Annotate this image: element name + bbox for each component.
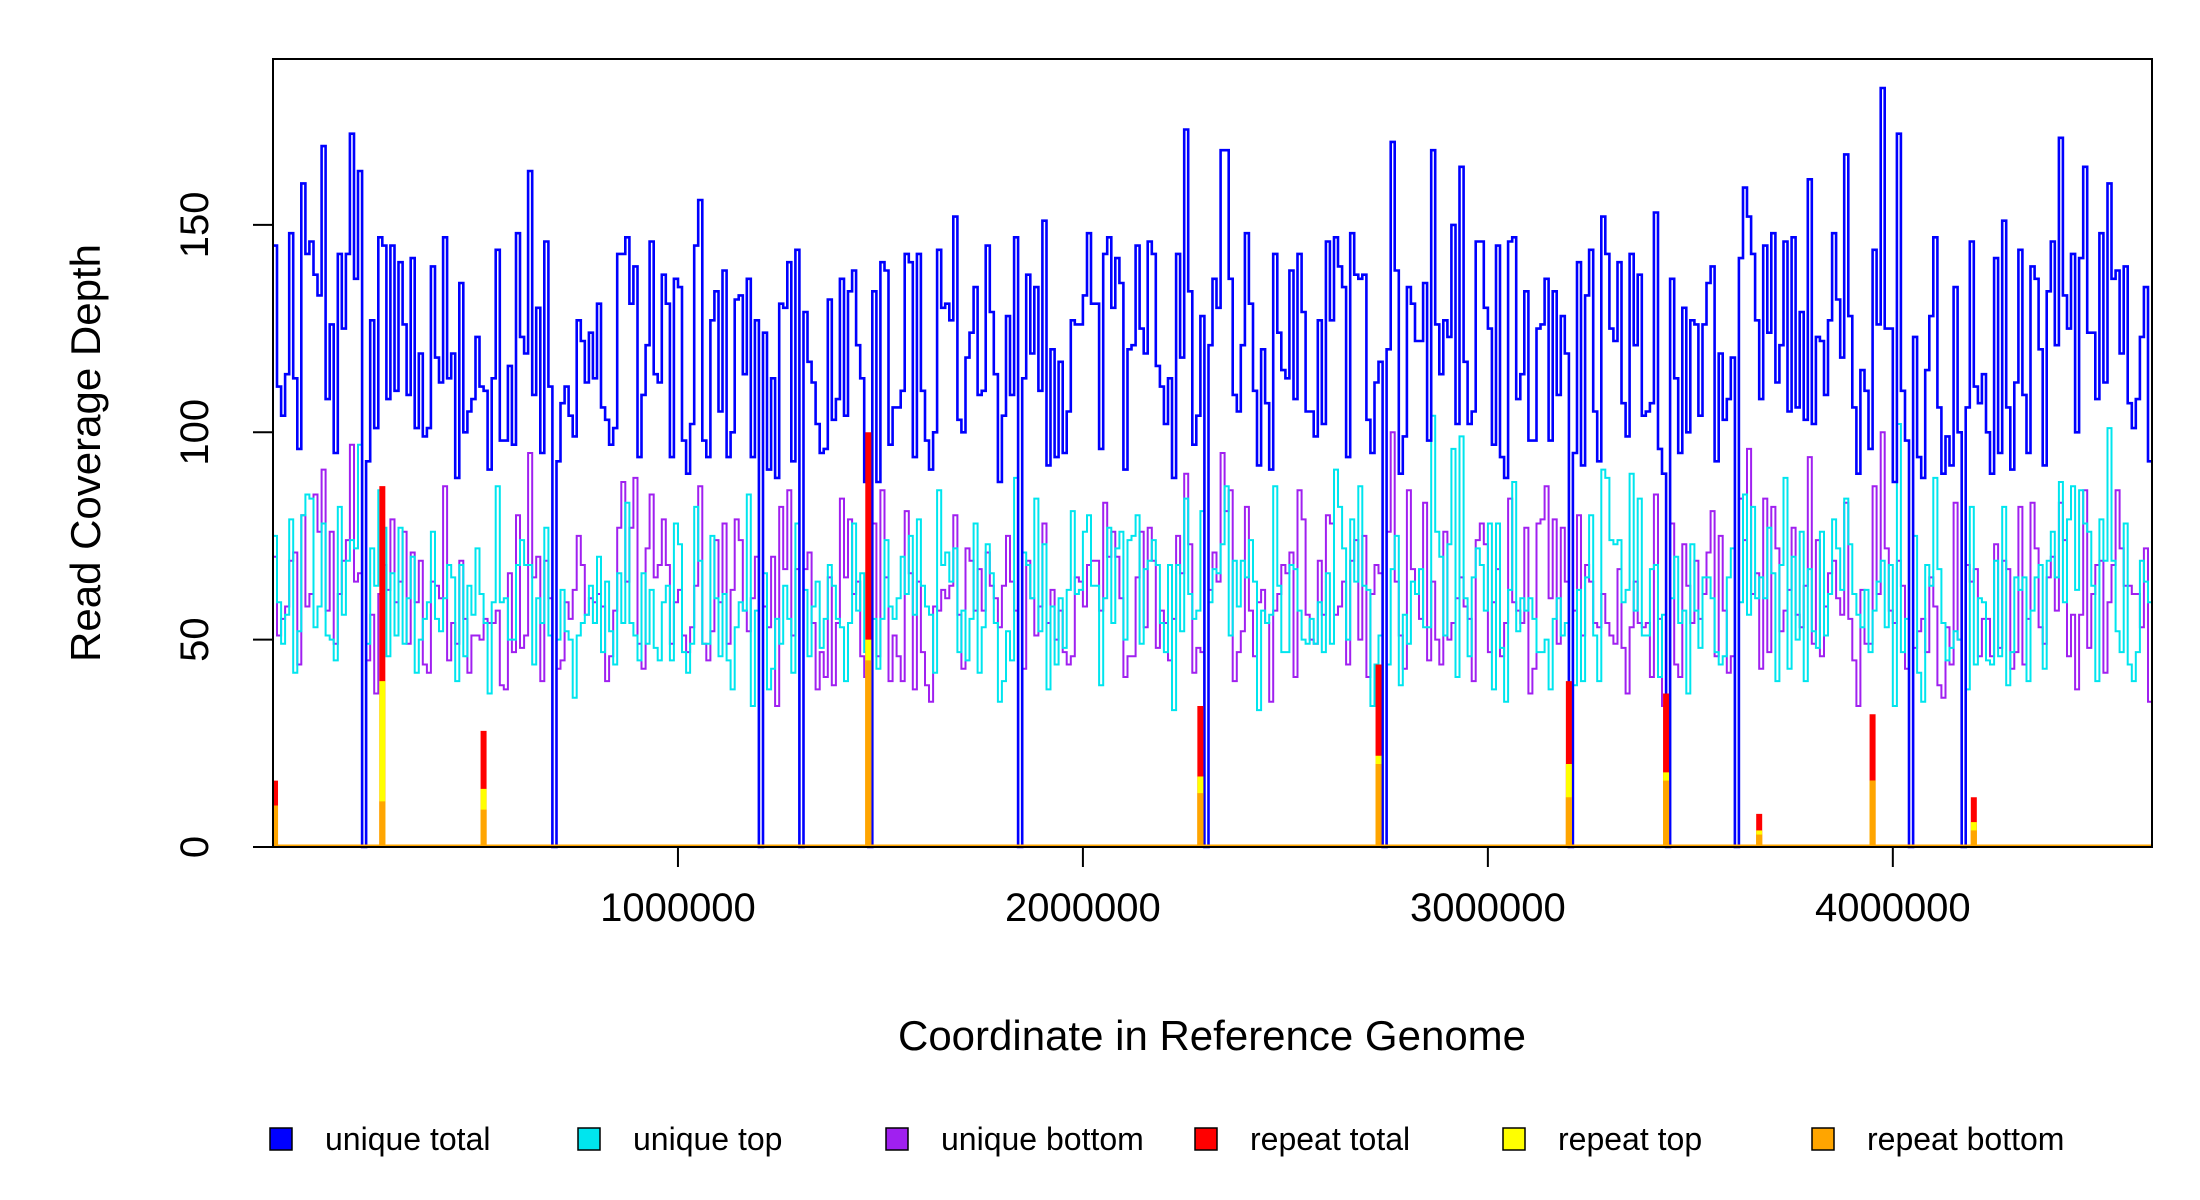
- y-tick-label: 50: [173, 617, 217, 662]
- legend-swatch: [1194, 1127, 1218, 1151]
- legend-swatch: [577, 1127, 601, 1151]
- y-tick-label: 150: [173, 192, 217, 259]
- legend-label: repeat bottom: [1867, 1121, 2064, 1157]
- x-tick-label: 1000000: [600, 886, 756, 930]
- legend-swatch: [885, 1127, 909, 1151]
- series-layer: [272, 86, 2152, 849]
- x-tick-label: 4000000: [1815, 886, 1971, 930]
- y-axis-title: Read Coverage Depth: [62, 244, 109, 662]
- x-tick-label: 3000000: [1410, 886, 1566, 930]
- x-axis: 1000000 2000000 3000000 4000000: [600, 847, 1971, 930]
- y-axis: 0 50 100 150: [173, 192, 274, 858]
- legend-entry-repeat-bottom: repeat bottom: [1811, 1121, 2064, 1157]
- series-line-unique-total: [273, 86, 2152, 849]
- series-line-unique-top: [273, 414, 2152, 848]
- y-tick-label: 100: [173, 399, 217, 466]
- x-axis-title: Coordinate in Reference Genome: [898, 1012, 1526, 1059]
- legend-swatch: [1502, 1127, 1526, 1151]
- legend-swatch: [1811, 1127, 1835, 1151]
- legend-label: unique top: [633, 1121, 782, 1157]
- x-tick-label: 2000000: [1005, 886, 1161, 930]
- legend-entry-unique-total: unique total: [269, 1121, 490, 1157]
- legend-label: repeat top: [1558, 1121, 1702, 1157]
- legend-swatch: [269, 1127, 293, 1151]
- legend-entry-unique-bottom: unique bottom: [885, 1121, 1144, 1157]
- legend-entry-unique-top: unique top: [577, 1121, 782, 1157]
- legend-label: unique total: [325, 1121, 490, 1157]
- legend-label: repeat total: [1250, 1121, 1410, 1157]
- legend-label: unique bottom: [941, 1121, 1144, 1157]
- legend-entry-repeat-top: repeat top: [1502, 1121, 1702, 1157]
- y-tick-label: 0: [173, 836, 217, 858]
- legend: unique total unique top unique bottom repea…: [269, 1121, 2064, 1157]
- legend-entry-repeat-total: repeat total: [1194, 1121, 1410, 1157]
